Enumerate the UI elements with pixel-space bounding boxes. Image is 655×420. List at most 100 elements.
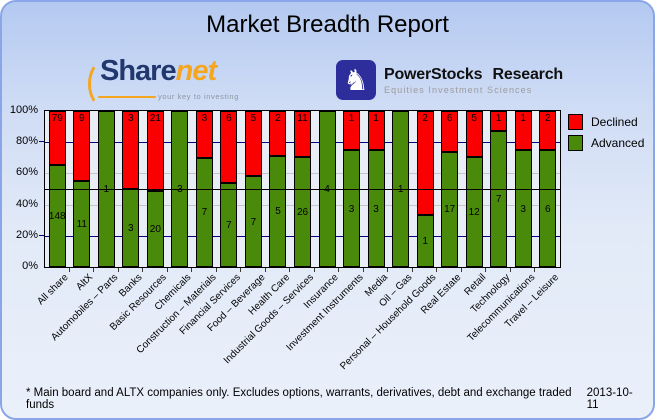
x-axis-tick bbox=[411, 268, 413, 272]
bar-advanced-value: 7 bbox=[495, 193, 502, 205]
bar-declined bbox=[343, 111, 361, 150]
bar-advanced-value: 5 bbox=[275, 206, 281, 218]
knight-chess-icon: ♞ bbox=[336, 60, 376, 100]
bar-declined bbox=[73, 111, 91, 182]
x-axis-tick bbox=[485, 268, 487, 272]
bar-advanced-value: 6 bbox=[544, 203, 551, 215]
bar-advanced-value: 17 bbox=[444, 204, 456, 216]
page-title: Market Breadth Report bbox=[206, 11, 449, 38]
powerstocks-text: PowerStocks Research Equities Investment… bbox=[384, 66, 563, 95]
bar-advanced bbox=[539, 150, 557, 267]
x-axis-tick bbox=[142, 268, 144, 272]
bar-declined bbox=[48, 111, 66, 166]
sharenet-underline bbox=[98, 96, 156, 98]
bar-declined bbox=[490, 111, 508, 131]
bar-declined bbox=[294, 111, 311, 158]
bar-declined-value: 2 bbox=[544, 113, 551, 124]
bar-declined bbox=[146, 111, 164, 191]
x-axis-tick bbox=[362, 268, 364, 272]
legend-swatch-declined bbox=[568, 114, 583, 130]
bar-advanced bbox=[269, 155, 287, 267]
bar-declined bbox=[416, 111, 434, 215]
bar-advanced bbox=[416, 215, 434, 267]
bar-declined bbox=[514, 111, 532, 150]
bar-declined-value: 1 bbox=[495, 113, 502, 124]
x-axis-tick bbox=[93, 268, 95, 272]
powerstocks-title: PowerStocks Research bbox=[384, 65, 563, 83]
bar-advanced-value: 3 bbox=[520, 203, 526, 215]
x-axis-tick bbox=[215, 268, 217, 272]
gridline-50 bbox=[45, 189, 560, 190]
bar-advanced-value: 4 bbox=[324, 184, 330, 195]
bar-advanced-value: 1 bbox=[422, 236, 428, 247]
bar-advanced-value: 7 bbox=[226, 220, 232, 231]
bar-advanced bbox=[441, 151, 459, 267]
bar-declined bbox=[539, 111, 557, 150]
bar-advanced-value: 7 bbox=[250, 216, 257, 228]
bar-declined bbox=[441, 111, 459, 152]
sharenet-swoosh-icon bbox=[88, 61, 116, 107]
powerstocks-subtitle: Equities Investment Sciences bbox=[384, 84, 533, 95]
report-date: 2013-10-11 bbox=[586, 387, 633, 411]
bar-declined-value: 1 bbox=[348, 113, 355, 124]
y-axis-label: 40% bbox=[15, 197, 38, 210]
x-axis-tick bbox=[240, 268, 242, 272]
legend-label: Declined bbox=[591, 115, 638, 129]
bar-declined-value: 3 bbox=[201, 113, 208, 124]
x-axis-tick bbox=[191, 268, 193, 272]
y-axis-tick-80 bbox=[39, 141, 44, 143]
bar-advanced-value: 3 bbox=[348, 203, 355, 215]
bar-advanced-value: 3 bbox=[177, 184, 183, 195]
x-axis-label: All share bbox=[35, 272, 72, 308]
x-axis-tick bbox=[436, 268, 438, 272]
bar-declined-value: 2 bbox=[275, 113, 281, 124]
bar-advanced-value: 1 bbox=[103, 184, 110, 195]
bar-advanced bbox=[514, 150, 532, 267]
bar-advanced bbox=[465, 156, 483, 267]
bar-advanced-value: 20 bbox=[149, 223, 161, 235]
bar-advanced bbox=[73, 181, 91, 267]
x-axis-tick bbox=[68, 268, 70, 272]
bar-declined bbox=[244, 111, 262, 176]
legend-label: Advanced bbox=[591, 136, 645, 150]
sharenet-tagline: your key to investing bbox=[158, 92, 239, 101]
legend-item-declined: Declined bbox=[568, 114, 644, 130]
sharenet-word-net: net bbox=[175, 55, 217, 87]
y-axis-label: 20% bbox=[15, 228, 38, 241]
bar-declined bbox=[367, 111, 385, 150]
sharenet-logo: Sharenet your key to investing bbox=[88, 55, 250, 107]
bar-declined-value: 21 bbox=[149, 113, 161, 124]
bar-declined bbox=[465, 111, 483, 157]
x-axis-tick bbox=[387, 268, 389, 272]
bar-declined bbox=[122, 111, 140, 189]
bar-advanced-value: 7 bbox=[201, 207, 208, 219]
bar-declined-value: 79 bbox=[51, 113, 63, 124]
bar-advanced-value: 148 bbox=[48, 211, 66, 223]
x-axis-tick bbox=[338, 268, 340, 272]
y-axis-tick-20 bbox=[39, 234, 44, 236]
footnote-text: * Main board and ALTX companies only. Ex… bbox=[26, 387, 572, 411]
bar-declined-value: 3 bbox=[128, 113, 134, 124]
bar-declined-value: 6 bbox=[226, 113, 232, 124]
x-axis-tick bbox=[509, 268, 511, 272]
bar-advanced bbox=[244, 176, 262, 267]
y-axis-label: 80% bbox=[15, 135, 38, 148]
x-axis-tick bbox=[313, 268, 315, 272]
sharenet-word-share: Share bbox=[100, 55, 177, 87]
bar-advanced bbox=[490, 130, 508, 267]
legend-swatch-advanced bbox=[568, 135, 583, 151]
x-axis-tick bbox=[117, 268, 119, 272]
bar-advanced bbox=[48, 165, 66, 267]
bar-advanced-value: 3 bbox=[128, 223, 134, 234]
bar-declined-value: 5 bbox=[471, 113, 477, 124]
bar-declined-value: 6 bbox=[446, 113, 453, 124]
bar-declined bbox=[195, 111, 213, 158]
bar-declined-value: 9 bbox=[79, 113, 85, 124]
legend-item-advanced: Advanced bbox=[568, 135, 644, 151]
bar-advanced-value: 3 bbox=[373, 203, 379, 215]
x-axis-tick bbox=[289, 268, 291, 272]
x-axis-tick bbox=[166, 268, 168, 272]
bar-advanced-value: 1 bbox=[397, 184, 404, 195]
bar-advanced bbox=[220, 183, 238, 267]
